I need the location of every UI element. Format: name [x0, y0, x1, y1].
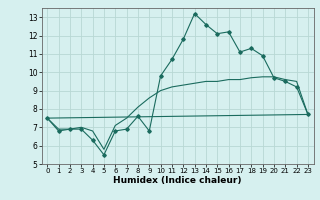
X-axis label: Humidex (Indice chaleur): Humidex (Indice chaleur) — [113, 176, 242, 185]
